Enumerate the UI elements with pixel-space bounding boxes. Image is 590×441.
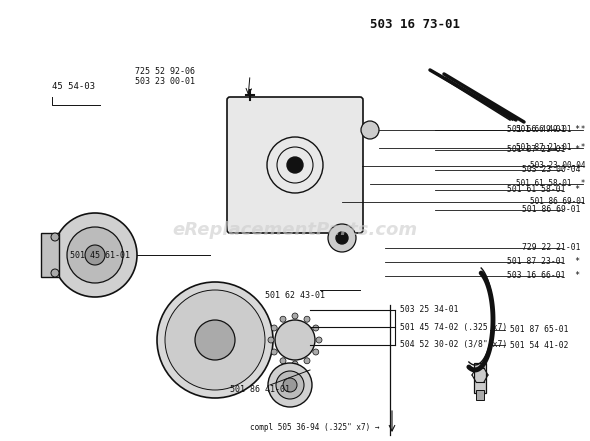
Circle shape — [283, 378, 297, 392]
Circle shape — [275, 320, 315, 360]
Text: 501 61 58-01  *: 501 61 58-01 * — [516, 179, 585, 188]
Text: 501 61 58-01  *: 501 61 58-01 * — [507, 186, 580, 194]
Circle shape — [316, 337, 322, 343]
Circle shape — [304, 316, 310, 322]
Circle shape — [271, 349, 277, 355]
Bar — [474, 363, 486, 393]
Text: 501 66 49-01  *: 501 66 49-01 * — [516, 126, 585, 135]
Circle shape — [51, 233, 59, 241]
Circle shape — [268, 337, 274, 343]
Text: 501 86 69-01: 501 86 69-01 — [529, 198, 585, 206]
Text: eReplacementParts.com: eReplacementParts.com — [172, 221, 418, 239]
Circle shape — [268, 363, 312, 407]
Circle shape — [276, 371, 304, 399]
Bar — [476, 390, 484, 400]
Circle shape — [157, 282, 273, 398]
Circle shape — [304, 358, 310, 364]
Circle shape — [292, 313, 298, 319]
Text: 503 25 34-01: 503 25 34-01 — [400, 306, 458, 314]
Text: compl 505 36-94 (.325" x7) →: compl 505 36-94 (.325" x7) → — [250, 423, 379, 432]
Text: 725 52 92-06: 725 52 92-06 — [135, 67, 195, 76]
Circle shape — [53, 213, 137, 297]
Circle shape — [271, 325, 277, 331]
Circle shape — [67, 227, 123, 283]
Text: 501 86 41-01: 501 86 41-01 — [230, 385, 290, 395]
Text: 503 23 00-04: 503 23 00-04 — [522, 165, 580, 175]
Text: 501 45 61-01: 501 45 61-01 — [70, 250, 130, 259]
Bar — [41, 233, 59, 277]
Text: 503 16 66-01  *: 503 16 66-01 * — [507, 272, 580, 280]
Text: 501 87 21-01  *: 501 87 21-01 * — [507, 146, 580, 154]
Text: 501 62 43-01: 501 62 43-01 — [265, 291, 325, 299]
Text: 501 45 74-02 (.325 x7): 501 45 74-02 (.325 x7) — [400, 323, 507, 332]
Circle shape — [313, 349, 319, 355]
Circle shape — [280, 358, 286, 364]
Circle shape — [165, 290, 265, 390]
Circle shape — [85, 245, 105, 265]
Text: 503 23 00-04: 503 23 00-04 — [529, 161, 585, 171]
Text: 503 23 00-01: 503 23 00-01 — [135, 78, 195, 86]
Circle shape — [287, 157, 303, 173]
Circle shape — [292, 361, 298, 367]
Text: 45 54-03: 45 54-03 — [52, 82, 95, 91]
Text: 729 22 21-01: 729 22 21-01 — [522, 243, 580, 253]
Circle shape — [195, 320, 235, 360]
Circle shape — [313, 325, 319, 331]
Text: 501 87 21-01  *: 501 87 21-01 * — [516, 143, 585, 153]
Text: 501 66 49-01  *: 501 66 49-01 * — [507, 126, 580, 135]
Text: 501 54 41-02: 501 54 41-02 — [510, 340, 569, 350]
Circle shape — [280, 316, 286, 322]
Text: 504 52 30-02 (3/8" x7): 504 52 30-02 (3/8" x7) — [400, 340, 507, 350]
Text: 501 86 69-01: 501 86 69-01 — [522, 206, 580, 214]
Text: 501 87 65-01: 501 87 65-01 — [510, 325, 569, 335]
Circle shape — [328, 224, 356, 252]
FancyBboxPatch shape — [227, 97, 363, 233]
Text: 501 87 23-01  *: 501 87 23-01 * — [507, 258, 580, 266]
Circle shape — [336, 232, 348, 244]
Text: 503 16 73-01: 503 16 73-01 — [370, 18, 460, 31]
Circle shape — [51, 269, 59, 277]
Circle shape — [361, 121, 379, 139]
